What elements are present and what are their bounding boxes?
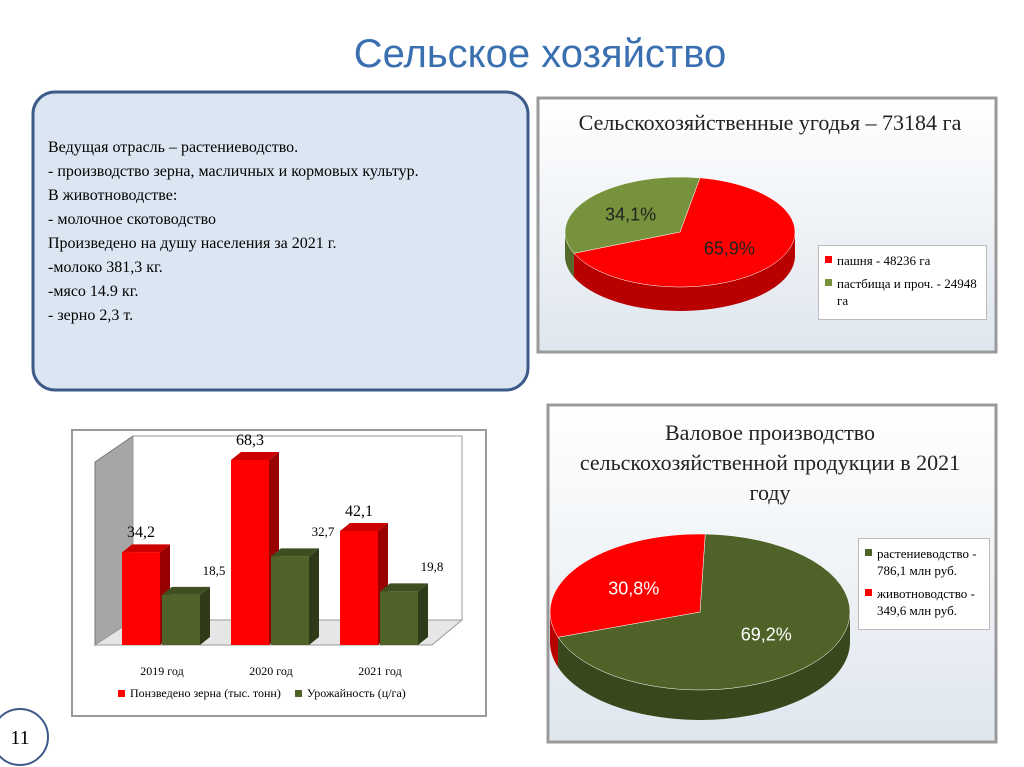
text-block: Ведущая отрасль – растениеводство. - прои… xyxy=(48,136,512,328)
legend: пашня - 48236 га пастбища и проч. - 24948… xyxy=(818,245,987,320)
legend-item: пастбища и проч. - 24948 га xyxy=(825,275,980,309)
bar-top xyxy=(340,522,388,531)
bar-value-label: 18,5 xyxy=(202,562,226,578)
slide-title: Сельское хозяйство xyxy=(353,32,727,76)
bar-top xyxy=(231,452,279,460)
text-line: Произведено на душу населения за 2021 г. xyxy=(48,235,337,252)
pie-value-label: 30,8% xyxy=(608,578,660,599)
bar xyxy=(271,556,309,645)
bar-value-label: 32,7 xyxy=(311,524,335,540)
legend-item: растениеводство - 786,1 млн руб. xyxy=(865,545,983,579)
pie-value-label: 34,1% xyxy=(605,204,657,225)
legend-swatch xyxy=(865,589,872,596)
legend-swatch xyxy=(118,690,125,697)
bar xyxy=(162,594,200,645)
bar xyxy=(122,552,160,645)
bar xyxy=(340,530,378,645)
bar-side xyxy=(200,586,210,645)
text-line: -молоко 381,3 кг. xyxy=(48,259,163,276)
page-number-badge xyxy=(0,708,49,766)
bar-value-label: 19,8 xyxy=(420,559,444,575)
legend-swatch xyxy=(294,690,302,697)
legend-item: пашня - 48236 га xyxy=(825,252,980,269)
bar-top xyxy=(122,544,170,553)
page-number: 11 xyxy=(10,727,30,749)
bar xyxy=(380,591,418,645)
pie-value-label: 69,2% xyxy=(740,624,792,645)
legend: Понзведено зерна (тыс. тонн) Урожайность … xyxy=(118,686,406,701)
pie-side xyxy=(573,232,795,311)
legend-label: растениеводство - 786,1 млн руб. xyxy=(877,546,977,578)
x-tick-label: 2020 год xyxy=(249,664,293,678)
pie-side xyxy=(550,612,559,668)
chart-title: Сельскохозяйственные угодья – 73184 га xyxy=(578,110,962,135)
pie-slice xyxy=(549,533,706,638)
pie-slice xyxy=(557,533,851,691)
pie-value-label: 65,9% xyxy=(703,238,755,259)
bar-top xyxy=(271,548,319,557)
bar-top xyxy=(162,586,210,595)
legend-item: животноводство - 349,6 млн руб. xyxy=(865,585,983,619)
legend-label: животноводство - 349,6 млн руб. xyxy=(877,586,975,618)
bar-side xyxy=(309,548,319,645)
text-line: -мясо 14.9 кг. xyxy=(48,283,139,300)
bar xyxy=(231,460,269,645)
pie-slice xyxy=(564,176,701,254)
legend-label: пашня - 48236 га xyxy=(837,253,931,268)
bar-value-label: 34,2 xyxy=(127,524,155,542)
legend-label: Урожайность (ц/га) xyxy=(306,686,406,700)
text-line: - зерно 2,3 т. xyxy=(48,307,134,324)
x-tick-label: 2021 год xyxy=(358,664,402,678)
legend: растениеводство - 786,1 млн руб. животнов… xyxy=(858,538,990,630)
text-line: - молочное скотоводство xyxy=(48,211,217,228)
text-line: В животноводстве: xyxy=(48,187,178,204)
text-line: - производство зерна, масличных и кормов… xyxy=(48,163,419,180)
bar-side xyxy=(418,583,428,645)
legend-label: Понзведено зерна (тыс. тонн) xyxy=(130,686,281,700)
pie-slice xyxy=(573,177,796,288)
bar-value-label: 68,3 xyxy=(236,432,264,449)
legend-swatch xyxy=(825,279,832,286)
text-panel xyxy=(31,90,530,392)
x-tick-label: 2019 год xyxy=(140,664,184,678)
bar-value-label: 42,1 xyxy=(345,502,373,520)
legend-swatch xyxy=(825,256,832,263)
chart-title: Валовое производство сельскохозяйственно… xyxy=(579,420,961,505)
text-line: Ведущая отрасль – растениеводство. xyxy=(48,139,299,156)
bar-top xyxy=(380,583,428,592)
legend-label: пастбища и проч. - 24948 га xyxy=(837,276,977,308)
legend-swatch xyxy=(865,549,872,556)
pie-side xyxy=(558,612,850,721)
